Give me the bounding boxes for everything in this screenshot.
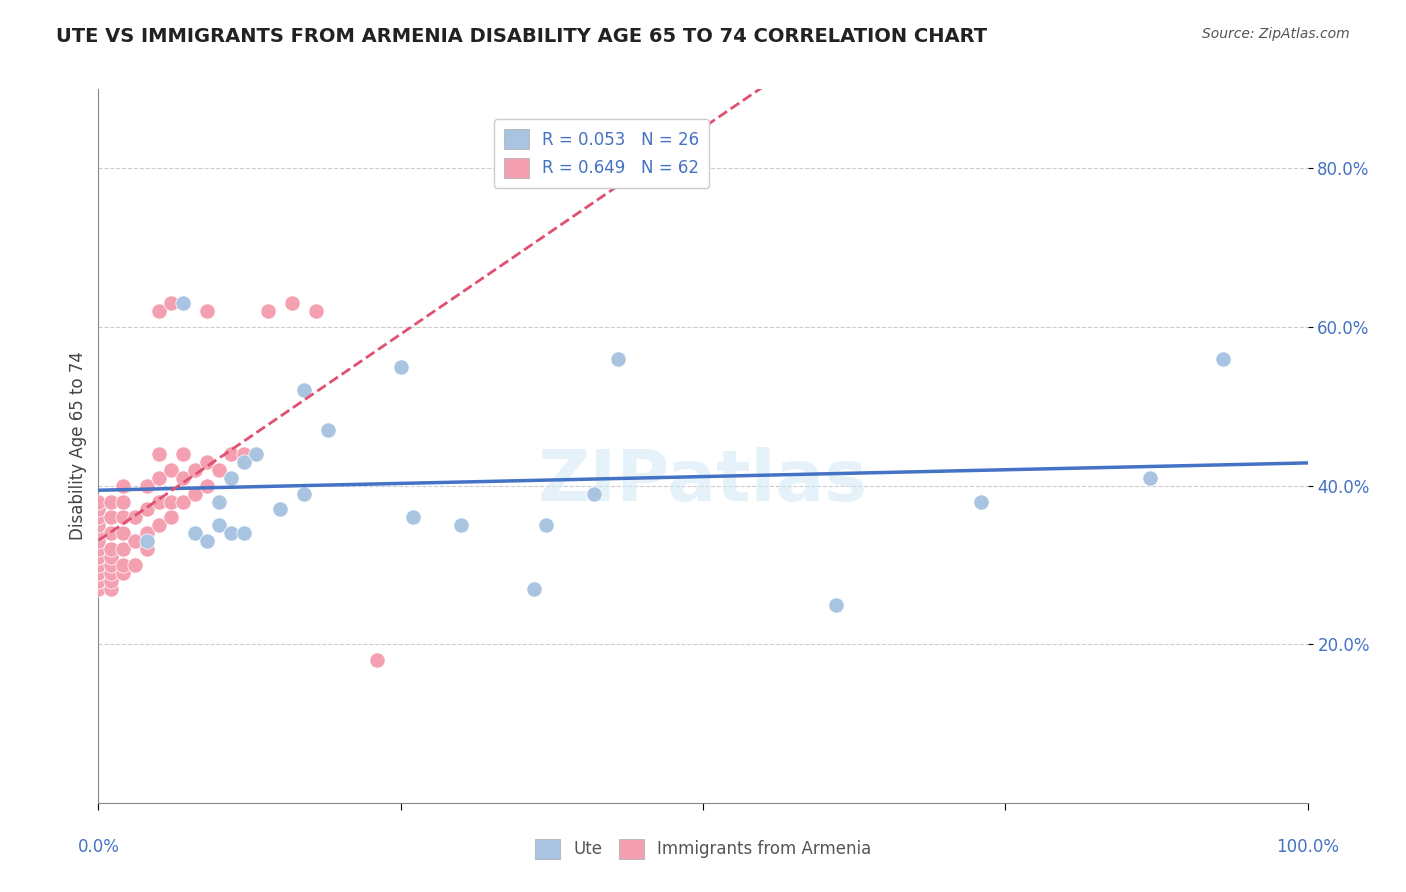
Point <box>148 494 170 508</box>
Point <box>172 494 194 508</box>
Point <box>100 494 122 508</box>
Point <box>292 486 315 500</box>
Point <box>124 510 146 524</box>
Point <box>148 471 170 485</box>
Point <box>87 534 110 549</box>
Point <box>111 542 134 557</box>
Point <box>111 510 134 524</box>
Point <box>135 478 157 492</box>
Point <box>111 494 134 508</box>
Point <box>100 542 122 557</box>
Point <box>523 582 546 596</box>
Point <box>111 478 134 492</box>
Point <box>232 455 254 469</box>
Point <box>281 296 304 310</box>
Point <box>87 510 110 524</box>
Legend: R = 0.053   N = 26, R = 0.649   N = 62: R = 0.053 N = 26, R = 0.649 N = 62 <box>494 119 709 188</box>
Point <box>100 566 122 580</box>
Point <box>135 526 157 541</box>
Point <box>208 518 231 533</box>
Text: UTE VS IMMIGRANTS FROM ARMENIA DISABILITY AGE 65 TO 74 CORRELATION CHART: UTE VS IMMIGRANTS FROM ARMENIA DISABILIT… <box>56 27 987 45</box>
Point <box>87 502 110 516</box>
Point <box>111 526 134 541</box>
Point <box>184 463 207 477</box>
Point <box>232 526 254 541</box>
Point <box>245 447 267 461</box>
Point <box>970 494 993 508</box>
Point <box>256 304 278 318</box>
Point <box>100 526 122 541</box>
Point <box>160 494 183 508</box>
Point <box>100 574 122 588</box>
Point <box>172 296 194 310</box>
Point <box>534 518 557 533</box>
Point <box>87 558 110 572</box>
Point <box>87 542 110 557</box>
Point <box>1139 471 1161 485</box>
Point <box>160 510 183 524</box>
Point <box>148 518 170 533</box>
Point <box>232 447 254 461</box>
Point <box>221 447 243 461</box>
Point <box>100 582 122 596</box>
Point <box>366 653 388 667</box>
Point <box>87 574 110 588</box>
Point <box>135 542 157 557</box>
Legend: Ute, Immigrants from Armenia: Ute, Immigrants from Armenia <box>529 832 877 866</box>
Point <box>124 558 146 572</box>
Point <box>221 471 243 485</box>
Point <box>87 494 110 508</box>
Point <box>172 471 194 485</box>
Point <box>195 304 218 318</box>
Point <box>148 304 170 318</box>
Point <box>1212 351 1234 366</box>
Text: 0.0%: 0.0% <box>77 838 120 856</box>
Text: ZIPatlas: ZIPatlas <box>538 447 868 516</box>
Point <box>208 494 231 508</box>
Point <box>111 566 134 580</box>
Point <box>316 423 339 437</box>
Point <box>87 526 110 541</box>
Point <box>135 534 157 549</box>
Point <box>825 598 848 612</box>
Point <box>124 534 146 549</box>
Point <box>607 351 630 366</box>
Point <box>87 582 110 596</box>
Point <box>100 558 122 572</box>
Point <box>87 574 110 588</box>
Point <box>135 502 157 516</box>
Point <box>269 502 291 516</box>
Point <box>583 486 606 500</box>
Point <box>172 447 194 461</box>
Y-axis label: Disability Age 65 to 74: Disability Age 65 to 74 <box>69 351 87 541</box>
Text: Source: ZipAtlas.com: Source: ZipAtlas.com <box>1202 27 1350 41</box>
Point <box>195 478 218 492</box>
Text: 100.0%: 100.0% <box>1277 838 1339 856</box>
Point <box>87 549 110 564</box>
Point <box>305 304 328 318</box>
Point <box>195 534 218 549</box>
Point <box>87 518 110 533</box>
Point <box>100 510 122 524</box>
Point <box>87 566 110 580</box>
Point <box>450 518 472 533</box>
Point <box>160 463 183 477</box>
Point <box>148 447 170 461</box>
Point <box>221 526 243 541</box>
Point <box>160 296 183 310</box>
Point <box>87 566 110 580</box>
Point <box>208 463 231 477</box>
Point <box>195 455 218 469</box>
Point <box>292 384 315 398</box>
Point <box>389 359 412 374</box>
Point <box>111 558 134 572</box>
Point <box>184 486 207 500</box>
Point <box>100 549 122 564</box>
Point <box>402 510 425 524</box>
Point <box>184 526 207 541</box>
Point <box>87 549 110 564</box>
